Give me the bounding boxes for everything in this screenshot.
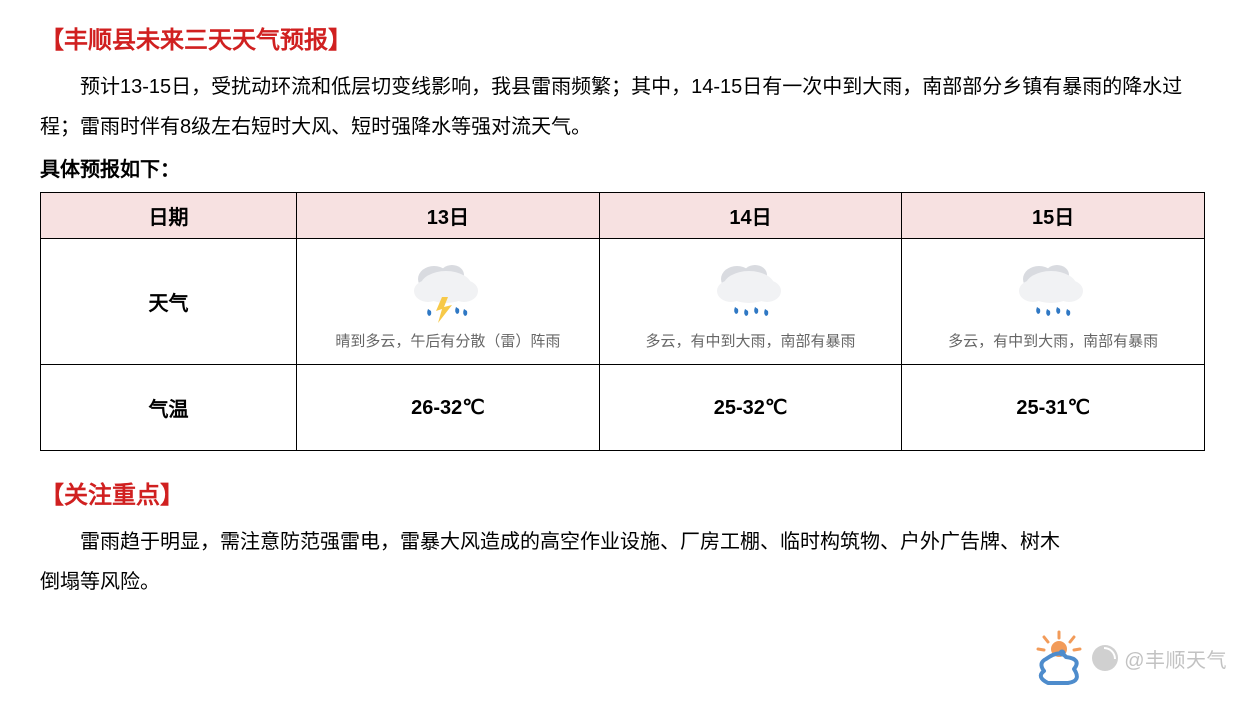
bracket-close: 】 [160, 482, 184, 509]
focus-text: 雷雨趋于明显，需注意防范强雷电，雷暴大风造成的高空作业设施、厂房工棚、临时构筑物… [40, 522, 1205, 602]
bracket-open: 【 [40, 27, 64, 54]
forecast-title: 【丰顺县未来三天天气预报】 [40, 20, 1205, 55]
temp-row-label: 气温 [41, 364, 297, 450]
focus-title: 【关注重点】 [40, 475, 1205, 510]
temp-day2: 25-32℃ [599, 364, 902, 450]
table-temp-row: 气温 26-32℃ 25-32℃ 25-31℃ [41, 364, 1205, 450]
header-date: 日期 [41, 193, 297, 239]
weather-desc-day3: 多云，有中到大雨，南部有暴雨 [910, 331, 1196, 354]
weather-row-label: 天气 [41, 239, 297, 365]
weather-cell-day2: 多云，有中到大雨，南部有暴雨 [599, 239, 902, 365]
header-day2: 14日 [599, 193, 902, 239]
watermark: @丰顺天气 [1032, 629, 1227, 687]
watermark-logo-icon [1032, 629, 1086, 687]
table-weather-row: 天气 晴到多云，午后有分散（雷）阵雨 多云，有中到大雨，南部有暴 [41, 239, 1205, 365]
weibo-icon [1092, 645, 1118, 671]
heavy-rain-icon [910, 253, 1196, 323]
forecast-summary: 预计13-15日，受扰动环流和低层切变线影响，我县雷雨频繁；其中，14-15日有… [40, 67, 1205, 147]
weather-desc-day1: 晴到多云，午后有分散（雷）阵雨 [305, 331, 591, 354]
forecast-table: 日期 13日 14日 15日 天气 晴到多云，午后有分散（雷）阵雨 [40, 192, 1205, 451]
focus-title-text: 关注重点 [64, 482, 160, 509]
weather-desc-day2: 多云，有中到大雨，南部有暴雨 [608, 331, 894, 354]
watermark-handle: @丰顺天气 [1124, 644, 1227, 673]
forecast-sublabel: 具体预报如下： [40, 153, 1205, 182]
weather-cell-day1: 晴到多云，午后有分散（雷）阵雨 [297, 239, 600, 365]
heavy-rain-icon [608, 253, 894, 323]
header-day1: 13日 [297, 193, 600, 239]
thunderstorm-icon [305, 253, 591, 323]
weather-cell-day3: 多云，有中到大雨，南部有暴雨 [902, 239, 1205, 365]
temp-day1: 26-32℃ [297, 364, 600, 450]
bracket-open: 【 [40, 482, 64, 509]
temp-day3: 25-31℃ [902, 364, 1205, 450]
table-header-row: 日期 13日 14日 15日 [41, 193, 1205, 239]
header-day3: 15日 [902, 193, 1205, 239]
bracket-close: 】 [328, 27, 352, 54]
forecast-title-text: 丰顺县未来三天天气预报 [64, 27, 328, 54]
